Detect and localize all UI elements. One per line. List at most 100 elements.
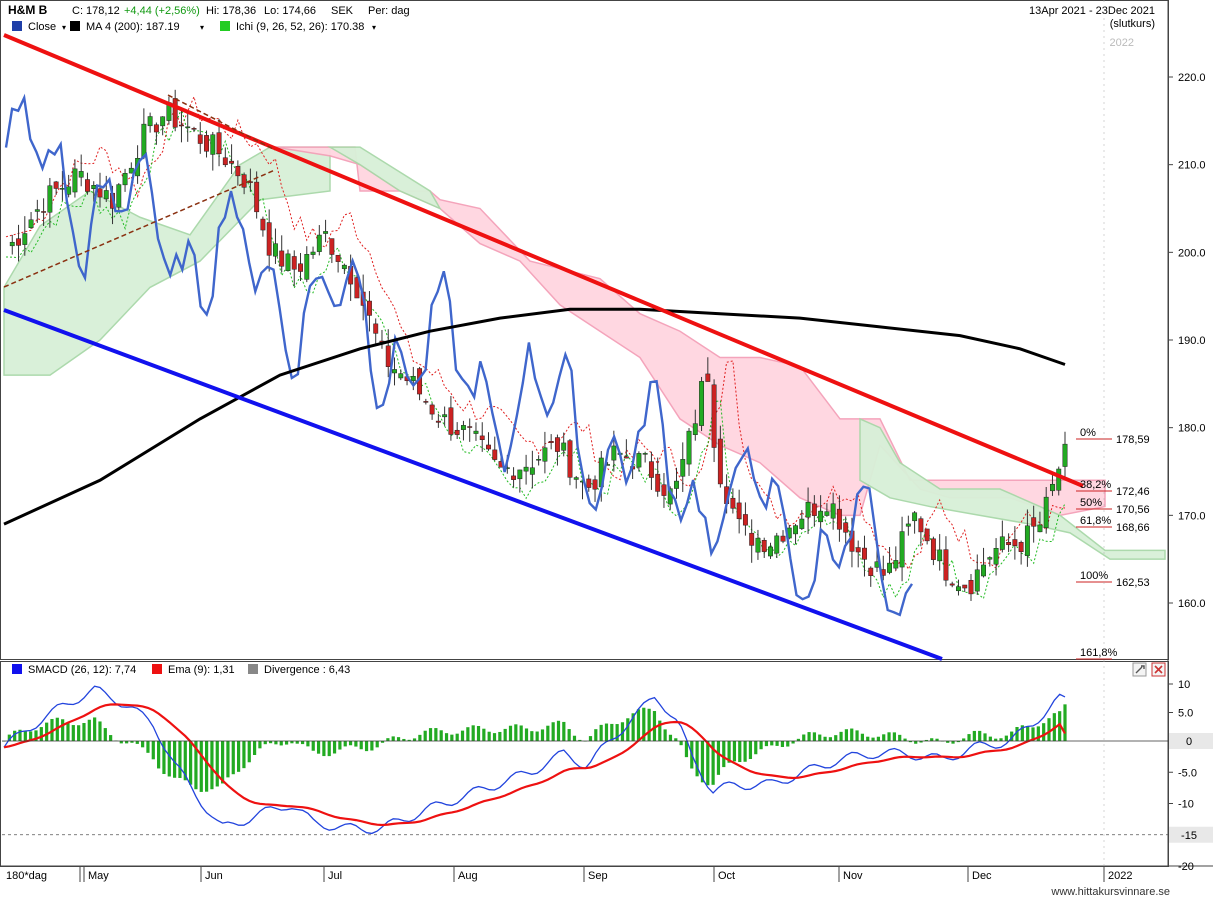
histogram-bar [908, 741, 912, 743]
histogram-bar [567, 729, 571, 741]
histogram-bar [407, 739, 411, 741]
candle-up [692, 423, 698, 435]
histogram-bar [380, 741, 385, 743]
histogram-bar [588, 736, 593, 741]
ema-legend-label[interactable]: Ema (9): 1,31 [168, 664, 235, 676]
candle-down [930, 538, 936, 560]
candle-down [623, 456, 629, 459]
chevron-down-icon[interactable]: ▾ [372, 23, 376, 32]
candle-down [235, 166, 241, 177]
ichi-legend-label[interactable]: Ichi (9, 26, 52, 26): 170.38 [236, 21, 364, 33]
candle-up [34, 209, 40, 212]
histogram-bar [839, 731, 843, 741]
fib-value-label: 170,56 [1116, 504, 1150, 516]
histogram-bar [247, 741, 251, 763]
candle-down [41, 211, 47, 213]
histogram-bar [258, 741, 262, 749]
wrench-icon[interactable] [1132, 662, 1147, 677]
candle-up [956, 586, 961, 592]
chevron-down-icon[interactable]: ▾ [200, 23, 204, 32]
candle-down [191, 128, 197, 130]
histogram-bar [66, 722, 70, 741]
histogram-bar [988, 736, 992, 741]
histogram-bar [412, 738, 417, 741]
candle-up [147, 116, 153, 127]
candle-up [141, 123, 147, 158]
candle-up [887, 562, 892, 573]
candle-down [197, 134, 203, 144]
divergence-legend-swatch [248, 664, 258, 674]
candle-down [366, 300, 372, 316]
candle-down [943, 549, 949, 581]
histogram-bar [972, 730, 976, 741]
fib-percent-label: 61,8% [1080, 515, 1111, 527]
chevron-down-icon[interactable]: ▾ [62, 23, 66, 32]
smacd-legend-label[interactable]: SMACD (26, 12): 7,74 [28, 664, 136, 676]
histogram-bar [418, 734, 422, 741]
candle-down [16, 238, 21, 246]
ma-legend-swatch [70, 21, 80, 31]
histogram-bar [732, 741, 737, 762]
close-legend-label[interactable]: Close [28, 21, 56, 33]
histogram-bar [562, 721, 566, 741]
candle-up [1043, 496, 1049, 528]
dashed-support-line [3, 169, 276, 288]
candle-up [818, 510, 824, 523]
candle-down [836, 508, 842, 530]
candle-down [1018, 542, 1024, 552]
histogram-bar [423, 730, 427, 741]
candle-down [780, 535, 786, 542]
macd-tick-label: 10 [1178, 679, 1190, 691]
ichimoku-conversion-line [5, 107, 1066, 600]
candle-up [398, 373, 404, 379]
histogram-bar [199, 741, 203, 792]
histogram-bar [978, 730, 982, 741]
candle-down [423, 401, 429, 403]
candle-down [279, 250, 285, 267]
period-length-label: 180*dag [6, 870, 47, 882]
fib-percent-label: 100% [1080, 570, 1108, 582]
support-trendline [3, 308, 943, 661]
ma-200-line [3, 307, 1066, 526]
candle-down [467, 426, 473, 428]
period-label: Per: dag [368, 5, 410, 17]
histogram-bar [796, 738, 801, 741]
histogram-bar [279, 741, 283, 746]
histogram-bar [599, 724, 603, 741]
histogram-bar [919, 741, 923, 743]
candle-down [924, 528, 930, 542]
histogram-bar [93, 717, 97, 741]
candle-down [554, 437, 560, 452]
divergence-legend-label[interactable]: Divergence : 6,43 [264, 664, 350, 676]
price-tick-label: 160.0 [1178, 598, 1206, 610]
histogram-bar [428, 728, 433, 741]
candle-up [573, 477, 579, 480]
candle-up [91, 185, 97, 189]
close-icon[interactable] [1151, 662, 1166, 677]
candle-up [793, 525, 799, 535]
candle-down [216, 132, 222, 155]
ma-legend-label[interactable]: MA 4 (200): 187.19 [86, 21, 180, 33]
histogram-bar [711, 741, 715, 785]
month-label: 2022 [1108, 870, 1132, 882]
histogram-bar [157, 741, 161, 769]
candle-up [680, 459, 686, 477]
histogram-bar [524, 728, 529, 741]
histogram-bar [162, 741, 166, 775]
price-tick-label: 170.0 [1178, 510, 1206, 522]
macd-lines [3, 685, 1066, 835]
histogram-bar [791, 741, 795, 744]
candle-down [229, 160, 235, 164]
candle-up [905, 523, 911, 527]
histogram-bar [663, 729, 667, 741]
histogram-bar [311, 741, 315, 751]
histogram-bar [274, 741, 278, 745]
histogram-bar [503, 728, 507, 741]
histogram-bar [1026, 725, 1030, 741]
candle-up [1062, 443, 1068, 467]
histogram-bar [962, 738, 966, 741]
candle-up [536, 459, 542, 461]
histogram-bar [844, 729, 849, 741]
candle-up [460, 425, 466, 430]
histogram-bar [194, 741, 198, 790]
